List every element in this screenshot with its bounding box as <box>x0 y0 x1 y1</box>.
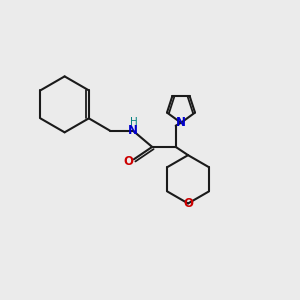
Text: H: H <box>130 118 138 128</box>
Text: N: N <box>128 124 138 137</box>
Text: O: O <box>183 197 193 210</box>
Text: O: O <box>124 155 134 168</box>
Text: N: N <box>176 116 186 129</box>
